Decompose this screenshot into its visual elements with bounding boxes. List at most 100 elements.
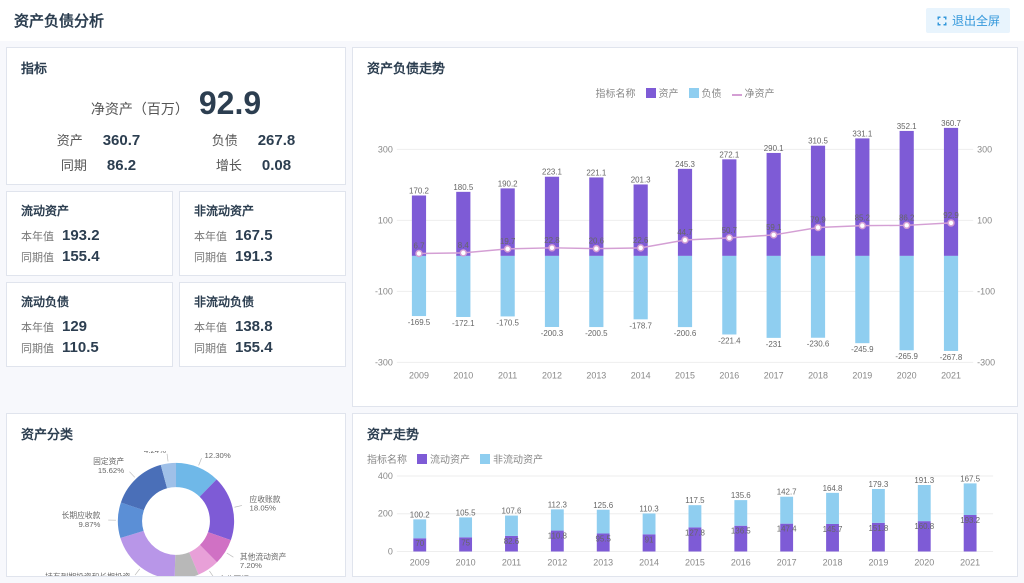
svg-text:-231: -231	[766, 340, 782, 349]
svg-text:127.8: 127.8	[685, 528, 705, 537]
svg-text:-230.6: -230.6	[807, 340, 830, 349]
svg-text:400: 400	[378, 471, 393, 481]
svg-text:2009: 2009	[410, 557, 430, 567]
svg-text:191.3: 191.3	[914, 476, 934, 485]
svg-text:112.3: 112.3	[548, 500, 568, 509]
svg-text:136.5: 136.5	[731, 527, 751, 536]
svg-text:221.1: 221.1	[586, 168, 606, 177]
svg-text:4.24%: 4.24%	[144, 451, 166, 455]
svg-text:245.3: 245.3	[675, 160, 695, 169]
svg-text:147.4: 147.4	[777, 525, 797, 534]
svg-text:-200.3: -200.3	[541, 329, 564, 338]
left-metrics-column: 指标 净资产（百万） 92.9 资产360.7负债267.8同期86.2增长0.…	[6, 47, 346, 407]
svg-text:310.5: 310.5	[808, 137, 828, 146]
svg-text:22.8: 22.8	[544, 236, 560, 245]
svg-text:-265.9: -265.9	[895, 352, 918, 361]
svg-text:92.9: 92.9	[943, 211, 959, 220]
kpi-main-label: 净资产（百万）	[91, 99, 189, 119]
svg-text:2013: 2013	[586, 370, 606, 380]
trend-chart: -300-300-100-100100100300300170.2-169.52…	[367, 104, 1003, 384]
svg-text:-200.6: -200.6	[674, 329, 697, 338]
svg-text:85.2: 85.2	[855, 214, 871, 223]
svg-text:9.87%: 9.87%	[78, 520, 100, 529]
collapse-icon	[936, 15, 948, 27]
svg-text:持有到期投资和长期投资: 持有到期投资和长期投资	[45, 571, 131, 577]
trend-title: 资产负债走势	[367, 58, 1003, 77]
svg-text:201.3: 201.3	[631, 175, 651, 184]
svg-text:15.62%: 15.62%	[98, 466, 124, 475]
svg-text:125.6: 125.6	[593, 501, 613, 510]
svg-text:应收账款: 应收账款	[250, 494, 281, 504]
svg-text:200: 200	[378, 509, 393, 519]
svg-text:91: 91	[645, 535, 654, 544]
asset-trend-legend: 指标名称 流动资产 非流动资产	[367, 451, 1003, 466]
svg-text:2015: 2015	[675, 370, 695, 380]
kpi-card: 指标 净资产（百万） 92.9 资产360.7负债267.8同期86.2增长0.…	[6, 47, 346, 185]
svg-text:44.7: 44.7	[677, 228, 693, 237]
svg-text:59.1: 59.1	[766, 223, 782, 232]
svg-text:151.8: 151.8	[868, 524, 888, 533]
asset-category-panel: 资产分类 存货12.30%应收账款18.05%其他流动资产7.20%应收票据6.…	[6, 413, 346, 577]
svg-text:8.4: 8.4	[458, 241, 470, 250]
svg-text:95.5: 95.5	[595, 534, 611, 543]
svg-text:135.6: 135.6	[731, 491, 751, 500]
svg-text:2014: 2014	[631, 370, 651, 380]
svg-text:145.7: 145.7	[823, 525, 843, 534]
svg-text:179.3: 179.3	[868, 480, 888, 489]
svg-text:167.5: 167.5	[960, 474, 980, 483]
svg-text:2012: 2012	[542, 370, 562, 380]
noncurrent-liab-card: 非流动负债 本年值138.8 同期值155.4	[179, 282, 346, 367]
svg-text:2015: 2015	[685, 557, 705, 567]
svg-text:79.9: 79.9	[810, 216, 826, 225]
exit-fullscreen-label: 退出全屏	[952, 12, 1000, 29]
page-title: 资产负债分析	[14, 10, 104, 31]
svg-text:2010: 2010	[456, 557, 476, 567]
svg-text:2018: 2018	[808, 370, 828, 380]
svg-text:0: 0	[388, 546, 393, 556]
svg-text:19.7: 19.7	[500, 237, 516, 246]
svg-text:-169.5: -169.5	[408, 318, 431, 327]
svg-text:75: 75	[461, 538, 470, 547]
svg-text:-100: -100	[977, 286, 995, 296]
svg-text:2009: 2009	[409, 370, 429, 380]
svg-text:应收票据: 应收票据	[218, 574, 249, 577]
svg-text:50.7: 50.7	[722, 226, 738, 235]
page-header: 资产负债分析 退出全屏	[0, 0, 1024, 41]
current-assets-card: 流动资产 本年值193.2 同期值155.4	[6, 191, 173, 276]
current-liab-card: 流动负债 本年值129 同期值110.5	[6, 282, 173, 367]
svg-text:100: 100	[977, 215, 992, 225]
svg-text:2011: 2011	[502, 557, 521, 567]
svg-text:360.7: 360.7	[941, 119, 961, 128]
svg-text:2020: 2020	[897, 370, 917, 380]
svg-text:300: 300	[378, 144, 393, 154]
svg-text:300: 300	[977, 144, 992, 154]
svg-text:2016: 2016	[719, 370, 739, 380]
svg-text:170.2: 170.2	[409, 187, 429, 196]
svg-text:110.8: 110.8	[548, 532, 568, 541]
svg-text:18.05%: 18.05%	[250, 503, 276, 512]
svg-text:110.3: 110.3	[639, 504, 659, 513]
svg-text:331.1: 331.1	[852, 129, 872, 138]
svg-text:2019: 2019	[852, 370, 872, 380]
svg-text:2019: 2019	[868, 557, 888, 567]
svg-text:-172.1: -172.1	[452, 319, 475, 328]
kpi-section-title: 指标	[21, 58, 331, 77]
svg-text:长期应收款: 长期应收款	[62, 510, 101, 520]
svg-text:6.7: 6.7	[413, 242, 425, 251]
svg-text:2021: 2021	[960, 557, 980, 567]
svg-text:142.7: 142.7	[777, 488, 797, 497]
svg-text:22.6: 22.6	[633, 236, 649, 245]
svg-text:164.8: 164.8	[823, 484, 843, 493]
svg-text:-221.4: -221.4	[718, 336, 741, 345]
svg-text:其他流动资产: 其他流动资产	[240, 551, 287, 561]
svg-text:190.2: 190.2	[498, 179, 518, 188]
svg-text:2021: 2021	[941, 370, 961, 380]
svg-text:2016: 2016	[731, 557, 751, 567]
svg-text:7.20%: 7.20%	[240, 561, 262, 570]
svg-text:-300: -300	[375, 357, 393, 367]
svg-text:2020: 2020	[914, 557, 934, 567]
svg-text:固定资产: 固定资产	[93, 456, 124, 466]
exit-fullscreen-button[interactable]: 退出全屏	[926, 8, 1010, 33]
svg-text:107.6: 107.6	[502, 507, 522, 516]
svg-text:-100: -100	[375, 286, 393, 296]
